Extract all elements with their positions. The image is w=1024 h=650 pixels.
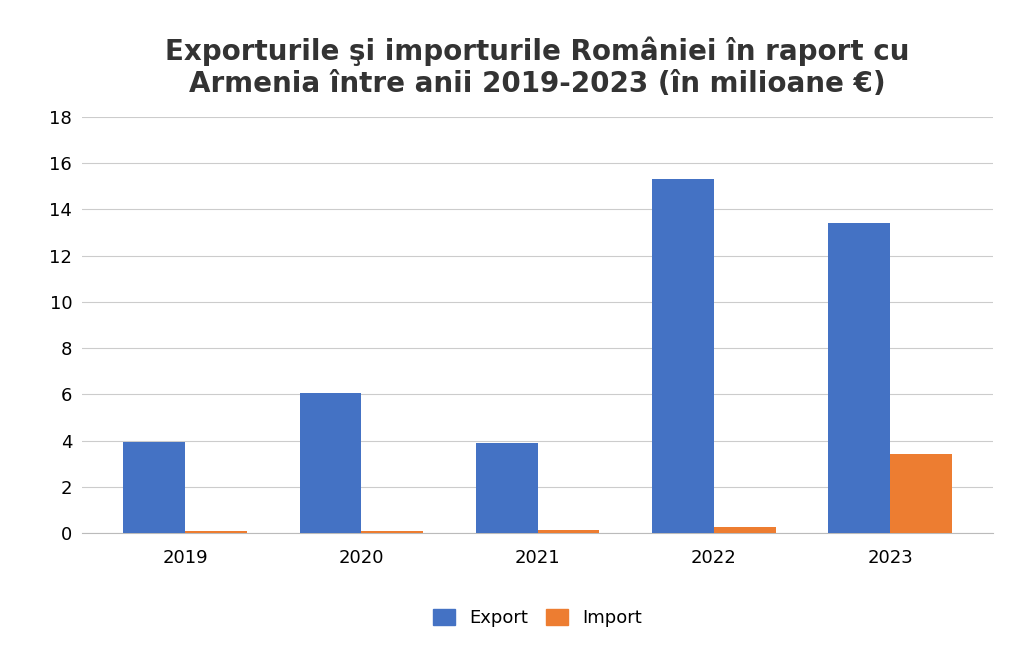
Legend: Export, Import: Export, Import: [433, 608, 642, 627]
Bar: [890, 454, 952, 533]
Bar: [361, 531, 423, 533]
Bar: [300, 393, 361, 533]
Bar: [538, 530, 599, 533]
Bar: [476, 443, 538, 533]
Bar: [714, 527, 775, 533]
Title: Exporturile şi importurile României în raport cu
Armenia între anii 2019-2023 (î: Exporturile şi importurile României în r…: [165, 36, 910, 98]
Bar: [123, 442, 185, 533]
Bar: [652, 179, 714, 533]
Bar: [828, 224, 890, 533]
Bar: [185, 530, 247, 533]
